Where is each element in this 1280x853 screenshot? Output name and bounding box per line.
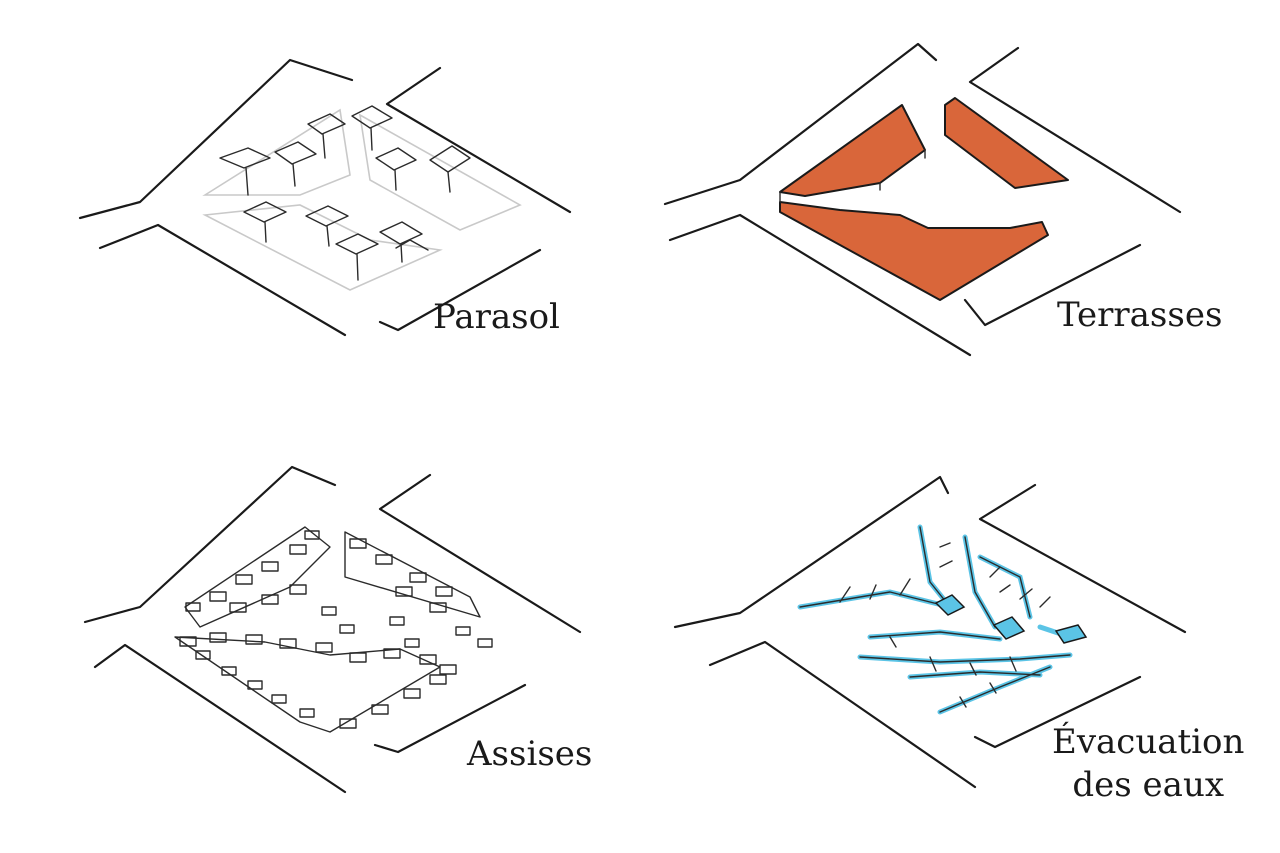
parasol-label: Parasol bbox=[433, 297, 560, 337]
assises-label: Assises bbox=[467, 734, 593, 774]
evacuation-label-line2: des eaux bbox=[1072, 764, 1225, 805]
evacuation-label-line1: Évacuation bbox=[1052, 722, 1245, 762]
terrasses-sketch bbox=[663, 42, 1182, 357]
panel-parasol: Parasol bbox=[0, 0, 640, 426]
evacuation-label: Évacuation des eaux bbox=[1052, 721, 1244, 806]
terrasses-label: Terrasses bbox=[1057, 295, 1223, 335]
assises-sketch bbox=[83, 465, 582, 794]
parasol-group bbox=[219, 105, 471, 281]
terrace-group bbox=[779, 97, 1069, 301]
water-network bbox=[797, 524, 1088, 715]
panel-terrasses: Terrasses bbox=[640, 0, 1280, 426]
evacuation-sketch bbox=[673, 475, 1187, 789]
panel-assises: Assises bbox=[0, 427, 640, 853]
panel-evacuation: Évacuation des eaux bbox=[640, 427, 1280, 853]
bench-group bbox=[174, 526, 493, 733]
parasol-sketch bbox=[78, 58, 572, 337]
